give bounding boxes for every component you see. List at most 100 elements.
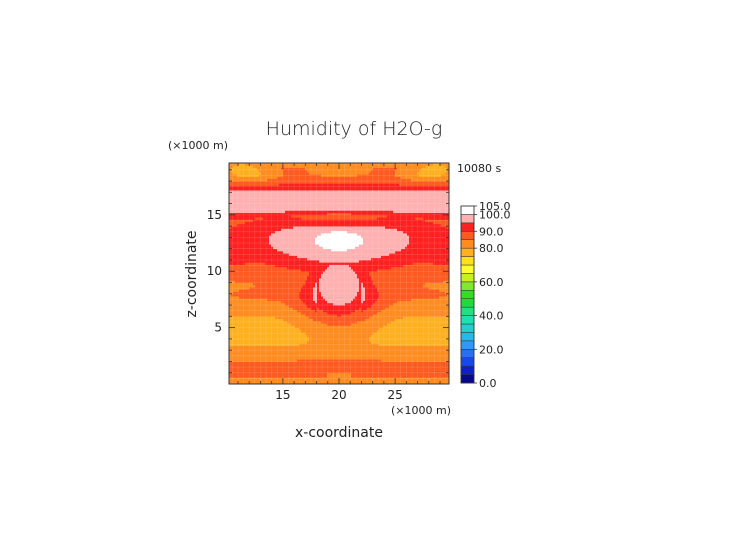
heatmap-cell (315, 316, 318, 320)
heatmap-cell (263, 356, 266, 360)
heatmap-cell (313, 237, 316, 241)
heatmap-cell (295, 246, 298, 250)
heatmap-cell (277, 219, 280, 223)
heatmap-cell (281, 264, 284, 268)
heatmap-cell (263, 241, 266, 245)
heatmap-cell (251, 352, 254, 356)
heatmap-cell (261, 336, 264, 340)
heatmap-cell (245, 305, 248, 308)
heatmap-cell (255, 323, 258, 326)
heatmap-cell (319, 185, 322, 189)
heatmap-cell (307, 365, 310, 369)
heatmap-cell (293, 329, 296, 333)
heatmap-cell (299, 187, 302, 191)
heatmap-cell (281, 329, 284, 333)
heatmap-cell (281, 327, 284, 331)
heatmap-cell (283, 248, 286, 252)
heatmap-cell (289, 199, 292, 202)
heatmap-cell (231, 255, 234, 259)
heatmap-cell (269, 368, 272, 371)
heatmap-cell (315, 336, 318, 340)
heatmap-cell (311, 221, 314, 225)
heatmap-cell (275, 291, 278, 295)
heatmap-cell (305, 214, 308, 218)
heatmap-cell (283, 314, 286, 317)
heatmap-cell (235, 230, 238, 234)
heatmap-cell (247, 298, 250, 301)
heatmap-cell (301, 352, 304, 356)
heatmap-cell (289, 232, 292, 236)
heatmap-cell (329, 379, 332, 383)
heatmap-cell (293, 165, 296, 168)
heatmap-cell (329, 327, 332, 331)
heatmap-cell (301, 230, 304, 234)
heatmap-cell (273, 309, 276, 313)
heatmap-cell (277, 318, 280, 322)
heatmap-cell (251, 311, 254, 315)
heatmap-cell (271, 374, 274, 378)
heatmap-cell (237, 185, 240, 189)
heatmap-cell (283, 381, 286, 385)
heatmap-cell (267, 336, 270, 340)
heatmap-cell (241, 210, 244, 214)
heatmap-cell (267, 365, 270, 369)
heatmap-cell (319, 210, 322, 214)
heatmap-cell (321, 196, 324, 200)
heatmap-cell (315, 320, 318, 324)
heatmap-cell (277, 214, 280, 218)
heatmap-cell (301, 237, 304, 241)
heatmap-cell (301, 359, 304, 362)
heatmap-cell (285, 356, 288, 360)
heatmap-cell (237, 205, 240, 209)
heatmap-cell (281, 266, 284, 270)
heatmap-cell (293, 255, 296, 259)
heatmap-cell (287, 241, 290, 245)
heatmap-cell (311, 359, 314, 362)
heatmap-cell (253, 246, 256, 250)
heatmap-cell (231, 237, 234, 241)
heatmap-cell (313, 325, 316, 329)
heatmap-cell (287, 275, 290, 279)
heatmap-cell (275, 314, 278, 317)
heatmap-cell (305, 361, 308, 365)
heatmap-cell (233, 289, 236, 292)
heatmap-cell (327, 365, 330, 369)
heatmap-cell (253, 226, 256, 229)
heatmap-cell (309, 221, 312, 225)
heatmap-cell (319, 194, 322, 198)
heatmap-cell (271, 174, 274, 177)
heatmap-cell (281, 298, 284, 301)
heatmap-cell (291, 172, 294, 175)
heatmap-cell (277, 183, 280, 186)
heatmap-cell (325, 185, 328, 189)
heatmap-cell (285, 318, 288, 322)
heatmap-cell (309, 232, 312, 236)
heatmap-cell (323, 266, 326, 270)
heatmap-cell (229, 278, 232, 281)
heatmap-cell (307, 232, 310, 236)
heatmap-cell (311, 255, 314, 259)
heatmap-cell (307, 221, 310, 225)
heatmap-cell (273, 275, 276, 279)
heatmap-cell (303, 226, 306, 229)
heatmap-cell (253, 214, 256, 218)
heatmap-cell (259, 374, 262, 378)
heatmap-cell (295, 190, 298, 193)
heatmap-cell (241, 181, 244, 184)
heatmap-cell (271, 323, 274, 326)
heatmap-cell (291, 300, 294, 304)
heatmap-cell (247, 264, 250, 268)
heatmap-cell (295, 356, 298, 360)
heatmap-cell (321, 307, 324, 310)
heatmap-cell (313, 338, 316, 342)
heatmap-cell (245, 377, 248, 380)
heatmap-cell (285, 332, 288, 335)
heatmap-cell (233, 370, 236, 374)
heatmap-cell (243, 253, 246, 256)
heatmap-cell (301, 338, 304, 342)
heatmap-cell (313, 275, 316, 279)
heatmap-cell (319, 356, 322, 360)
heatmap-cell (277, 329, 280, 333)
heatmap-cell (231, 354, 234, 358)
heatmap-cell (307, 201, 310, 204)
